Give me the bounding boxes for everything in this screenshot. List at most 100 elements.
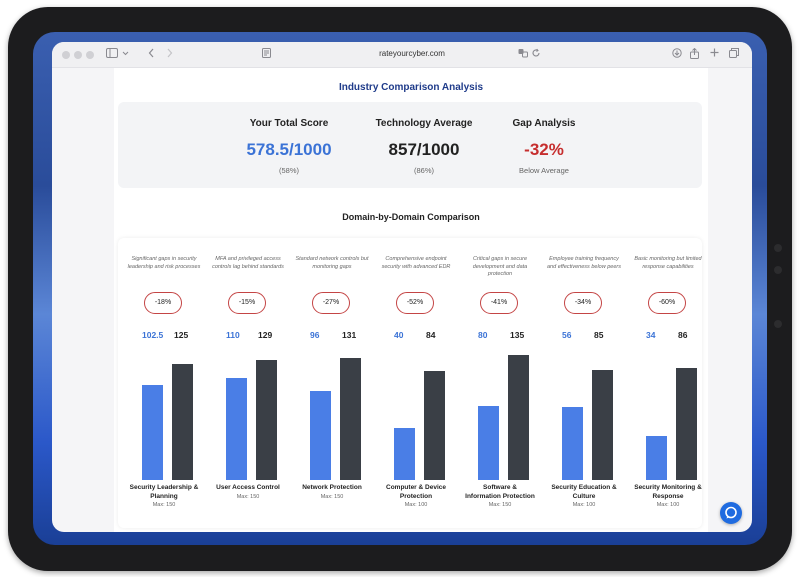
average-score-bar [592, 370, 613, 480]
domain-description: Basic monitoring but limited response ca… [634, 256, 702, 270]
domain-name-line2: Response [652, 492, 684, 500]
domain-name: Computer & Device Protection [374, 484, 458, 501]
gap-analysis-status: Below Average [519, 166, 569, 175]
chat-button[interactable] [720, 502, 742, 524]
your-score-bar [646, 436, 667, 480]
domain-column: MFA and privileged access controls lag b… [206, 238, 290, 528]
camera-dot [774, 244, 782, 252]
average-score-bar [508, 355, 529, 480]
your-domain-score: 96 [310, 330, 320, 340]
your-domain-score: 110 [226, 330, 240, 340]
chevron-left-icon[interactable] [148, 48, 155, 63]
download-icon[interactable] [672, 48, 682, 63]
your-domain-score: 34 [646, 330, 656, 340]
domain-name: Security Leadership & Planning [122, 484, 206, 501]
reader-icon[interactable] [262, 48, 271, 63]
domain-max-score: Max: 100 [656, 502, 680, 508]
your-score-bar [394, 428, 415, 480]
average-score-bar [340, 358, 361, 480]
browser-toolbar: rateyourcyber.com [52, 42, 752, 68]
domain-bar-chart [122, 350, 206, 480]
your-domain-score: 56 [562, 330, 572, 340]
plus-icon[interactable] [710, 48, 719, 62]
your-score-label: Your Total Score [249, 118, 329, 129]
domain-name-line2: Planning [150, 492, 178, 500]
domain-gap-badge: -34% [564, 292, 602, 314]
domain-name: Security Monitoring & Response [626, 484, 708, 501]
domain-name-line1: Computer & Device [386, 484, 446, 491]
domain-name: User Access Control [206, 484, 290, 493]
your-score-value: 578.5/1000 [246, 140, 332, 159]
sidebar-icon[interactable] [106, 48, 118, 63]
tech-average-percent: (86%) [413, 166, 434, 175]
your-score-percent: (58%) [278, 166, 299, 175]
domain-comparison-grid: Significant gaps in security leadership … [118, 238, 702, 528]
domain-bar-chart [542, 350, 626, 480]
domain-gap-badge: -52% [396, 292, 434, 314]
domain-name-line1: Network Protection [302, 484, 362, 491]
domain-gap-badge: -60% [648, 292, 686, 314]
tech-average-value: 857/1000 [388, 140, 460, 159]
zoom-window-button[interactable] [86, 51, 94, 59]
average-domain-score: 135 [510, 330, 525, 340]
domain-gap-badge: -27% [312, 292, 350, 314]
average-score-bar [676, 368, 697, 480]
domain-column: Standard network controls but monitoring… [290, 238, 374, 528]
domain-description: Critical gaps in secure development and … [472, 256, 528, 277]
domain-description: Significant gaps in security leadership … [127, 256, 201, 270]
domain-max-score: Max: 100 [572, 502, 596, 508]
minimize-window-button[interactable] [74, 51, 82, 59]
domain-description: Comprehensive endpoint security with adv… [381, 256, 451, 270]
average-score-bar [424, 371, 445, 480]
your-domain-score: 40 [394, 330, 404, 340]
domain-name-line2: Information Protection [465, 492, 535, 500]
your-score-bar [478, 406, 499, 480]
reload-icon[interactable] [531, 48, 541, 63]
chevron-down-icon[interactable] [122, 48, 129, 63]
domain-gap-badge: -41% [480, 292, 518, 314]
domain-description: MFA and privileged access controls lag b… [212, 256, 284, 270]
domain-max-score: Max: 150 [236, 494, 260, 500]
domain-bar-chart [374, 350, 458, 480]
domain-bar-chart [290, 350, 374, 480]
your-score-bar [142, 385, 163, 480]
domain-name: Software & Information Protection [458, 484, 542, 501]
average-domain-score: 129 [258, 330, 273, 340]
your-score-bar [562, 407, 583, 480]
average-domain-score: 85 [594, 330, 604, 340]
gap-analysis-value: -32% [524, 140, 564, 159]
domain-comparison-title: Domain-by-Domain Comparison [342, 212, 480, 222]
domain-bar-chart [626, 350, 708, 480]
average-domain-score: 86 [678, 330, 688, 340]
your-score-bar [226, 378, 247, 480]
domain-name: Network Protection [290, 484, 374, 493]
domain-name-line1: Software & [483, 484, 517, 491]
domain-column: Basic monitoring but limited response ca… [626, 238, 708, 528]
domain-name-line2: Culture [572, 492, 596, 500]
average-domain-score: 131 [342, 330, 357, 340]
domain-name-line1: Security Monitoring & [634, 484, 702, 491]
sensor-dot [774, 320, 782, 328]
close-window-button[interactable] [62, 51, 70, 59]
gap-analysis-label: Gap Analysis [512, 118, 576, 129]
share-icon[interactable] [690, 47, 699, 64]
your-domain-score: 80 [478, 330, 488, 340]
domain-name: Security Education & Culture [542, 484, 626, 501]
tabs-icon[interactable] [729, 48, 739, 63]
chat-bubble-icon [725, 506, 737, 519]
domain-description: Employee training frequency and effectiv… [547, 256, 621, 270]
average-score-bar [172, 364, 193, 480]
domain-description: Standard network controls but monitoring… [295, 256, 369, 270]
domain-bar-chart [458, 350, 542, 480]
average-domain-score: 84 [426, 330, 436, 340]
domain-name-line1: User Access Control [216, 484, 280, 491]
score-summary-panel: Your Total Score 578.5/1000 (58%) Techno… [118, 102, 702, 188]
domain-name-line2: Protection [399, 492, 433, 500]
chevron-right-icon[interactable] [166, 48, 173, 63]
domain-column: Comprehensive endpoint security with adv… [374, 238, 458, 528]
translate-icon[interactable] [518, 48, 528, 63]
tech-average-label: Technology Average [375, 118, 473, 129]
sensor-dot [774, 266, 782, 274]
domain-gap-badge: -15% [228, 292, 266, 314]
url-bar[interactable]: rateyourcyber.com [379, 49, 445, 58]
